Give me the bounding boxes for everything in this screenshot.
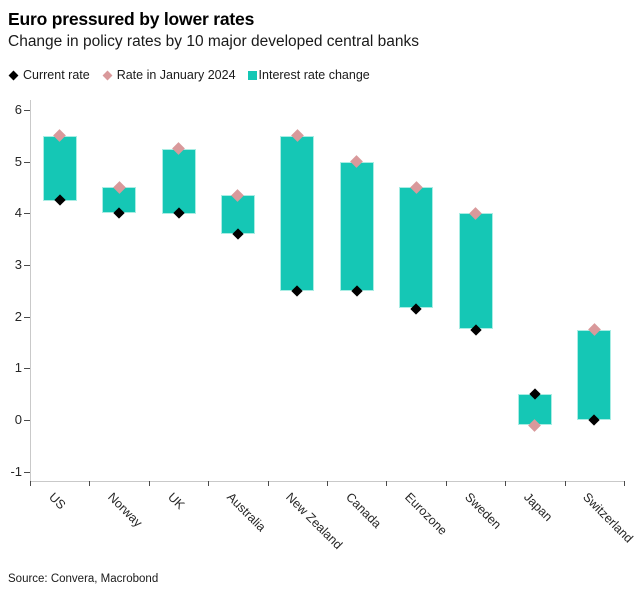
- x-axis-category-label: US: [46, 490, 69, 513]
- x-axis-category-label: Eurozone: [402, 490, 450, 538]
- y-axis-tick-label: 2: [14, 309, 22, 324]
- x-axis-tickmark: [624, 481, 625, 486]
- legend-label-rate-change: Interest rate change: [258, 68, 370, 82]
- x-axis-category-label: New Zealand: [283, 490, 346, 552]
- rate-change-bar: [162, 149, 196, 214]
- x-axis-tickmark: [327, 481, 328, 486]
- rate-change-bar: [280, 136, 314, 291]
- legend-item-current-rate: Current rate: [8, 68, 90, 82]
- x-axis-tickmark: [89, 481, 90, 486]
- source-note: Source: Convera, Macrobond: [8, 573, 159, 585]
- x-axis-category-label: Canada: [343, 490, 384, 531]
- x-axis-tickmark: [208, 481, 209, 486]
- x-axis-category-label: Norway: [105, 490, 145, 530]
- y-axis-tickmark: [24, 420, 30, 421]
- y-axis-tickmark: [24, 213, 30, 214]
- x-axis-tickmark: [268, 481, 269, 486]
- x-axis-tickmark: [386, 481, 387, 486]
- chart-subtitle: Change in policy rates by 10 major devel…: [8, 33, 419, 50]
- legend-label-current-rate: Current rate: [23, 68, 90, 82]
- x-axis-category-label: Switzerland: [580, 490, 636, 546]
- x-axis-tickmark: [565, 481, 566, 486]
- rate-change-bar: [577, 330, 611, 420]
- legend-label-january-rate: Rate in January 2024: [116, 68, 236, 82]
- x-axis-tickmark: [446, 481, 447, 486]
- x-axis-category-label: Sweden: [462, 490, 504, 532]
- rate-change-bar: [340, 162, 374, 291]
- y-axis-tickmark: [24, 110, 30, 111]
- rate-change-bar: [459, 213, 493, 329]
- x-axis-category-label: UK: [165, 490, 188, 513]
- legend-item-january-rate: Rate in January 2024: [102, 68, 236, 82]
- y-axis-tick-label: -1: [10, 464, 22, 479]
- chart-title: Euro pressured by lower rates: [8, 9, 255, 29]
- rate-change-bar: [399, 187, 433, 308]
- teal-square-icon: [247, 70, 257, 80]
- y-axis-tick-label: 5: [14, 154, 22, 169]
- x-axis-tickmark: [149, 481, 150, 486]
- y-axis-tick-label: 3: [14, 257, 22, 272]
- y-axis-tickmark: [24, 317, 30, 318]
- y-axis-line: [30, 100, 31, 481]
- y-axis-tickmark: [24, 162, 30, 163]
- rate-change-bar: [43, 136, 77, 201]
- y-axis-tick-label: 0: [14, 412, 22, 427]
- y-axis-tick-label: 1: [14, 360, 22, 375]
- x-axis-tickmark: [505, 481, 506, 486]
- x-axis-category-label: Japan: [521, 490, 556, 524]
- x-axis-category-label: Australia: [224, 490, 269, 535]
- legend-item-rate-change: Interest rate change: [247, 68, 370, 82]
- y-axis-tickmark: [24, 368, 30, 369]
- chart-legend: Current rate Rate in January 2024 Intere…: [8, 68, 370, 82]
- y-axis-tickmark: [24, 472, 30, 473]
- y-axis-tick-label: 4: [14, 205, 22, 220]
- y-axis-tickmark: [24, 265, 30, 266]
- y-axis-tick-label: 6: [14, 102, 22, 117]
- x-axis-tickmark: [30, 481, 31, 486]
